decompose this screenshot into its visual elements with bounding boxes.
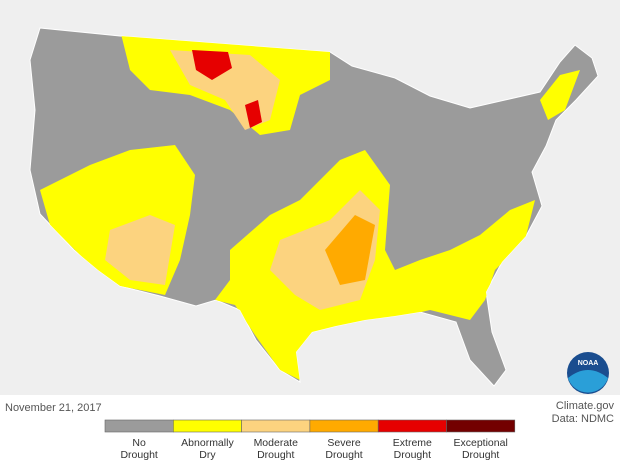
logo-wave bbox=[568, 370, 608, 393]
logo-text: NOAA bbox=[578, 360, 599, 367]
drought-area bbox=[215, 150, 535, 380]
legend-swatch bbox=[309, 419, 379, 433]
drought-area bbox=[245, 100, 262, 128]
legend-label: Exceptional bbox=[454, 437, 508, 449]
drought-area bbox=[192, 50, 232, 80]
noaa-logo: NOAA bbox=[567, 352, 609, 394]
date: November 21, 2017 bbox=[5, 402, 102, 414]
legend-swatch bbox=[377, 419, 447, 433]
legend-label: Severe bbox=[327, 437, 360, 449]
drought-area bbox=[325, 215, 375, 285]
legend-label: No bbox=[132, 437, 146, 449]
drought-area bbox=[540, 70, 580, 120]
legend-label: Drought bbox=[462, 449, 499, 461]
legend-label: Drought bbox=[257, 449, 294, 461]
source: Data: NDMC bbox=[552, 413, 614, 425]
legend-swatch bbox=[241, 419, 311, 433]
legend-label: Drought bbox=[325, 449, 362, 461]
legend-label: Drought bbox=[394, 449, 431, 461]
legend-label: Extreme bbox=[393, 437, 432, 449]
credit: Climate.gov bbox=[556, 400, 615, 412]
legend-swatch bbox=[446, 419, 516, 433]
drought-areas bbox=[40, 30, 580, 380]
legend-label: Drought bbox=[120, 449, 157, 461]
legend-label: Abnormally bbox=[181, 437, 234, 449]
legend-swatch bbox=[173, 419, 242, 433]
legend-label: Moderate bbox=[254, 437, 299, 449]
legend: NoDroughtAbnormallyDryModerateDroughtSev… bbox=[104, 419, 516, 461]
legend-label: Dry bbox=[199, 449, 216, 461]
legend-swatch bbox=[104, 419, 174, 433]
drought-area bbox=[105, 215, 175, 285]
